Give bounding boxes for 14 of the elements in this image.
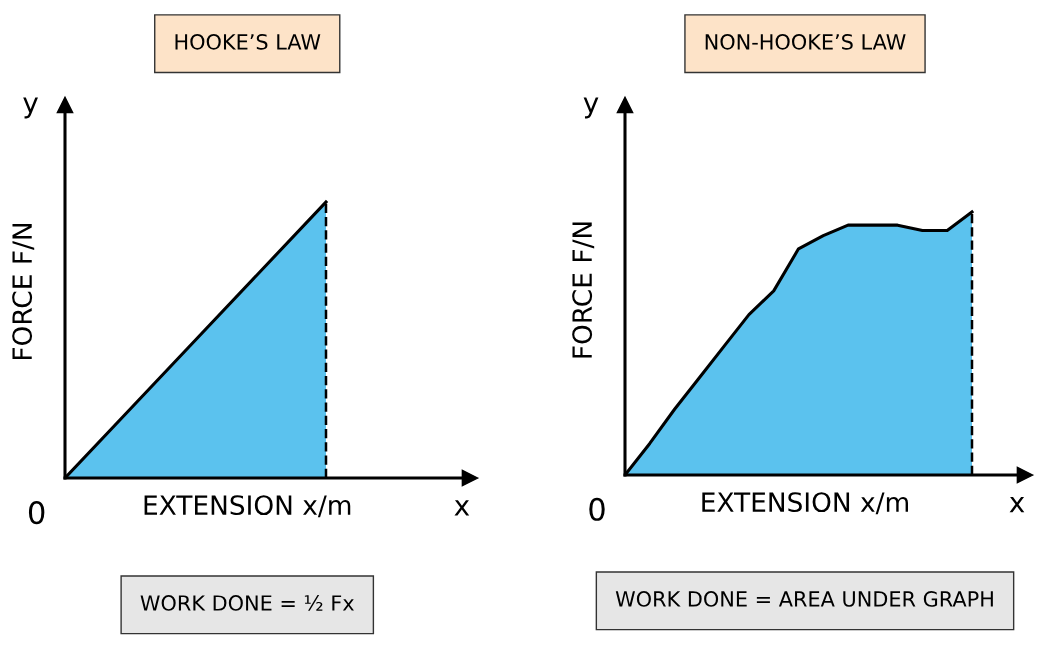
text: x [454,500,470,516]
chart-title: NON-HOOKE’S LAW [705,33,906,50]
y-axis-title: FORCE F/N [12,223,35,360]
text: 0 [28,501,45,525]
text: x [1009,497,1025,513]
chart-title: HOOKE’S LAW [175,33,321,50]
text: WORK DONE = AREA UNDER GRAPH [615,591,993,607]
text: WORK DONE = ½ Fx [140,595,354,611]
x-axis-title: EXTENSION x/m [702,492,908,515]
text: y [583,97,599,119]
y-axis-title: FORCE F/N [572,222,595,358]
text: y [23,97,38,119]
text: 0 [589,497,605,521]
x-axis-title: EXTENSION x/m [144,495,351,518]
